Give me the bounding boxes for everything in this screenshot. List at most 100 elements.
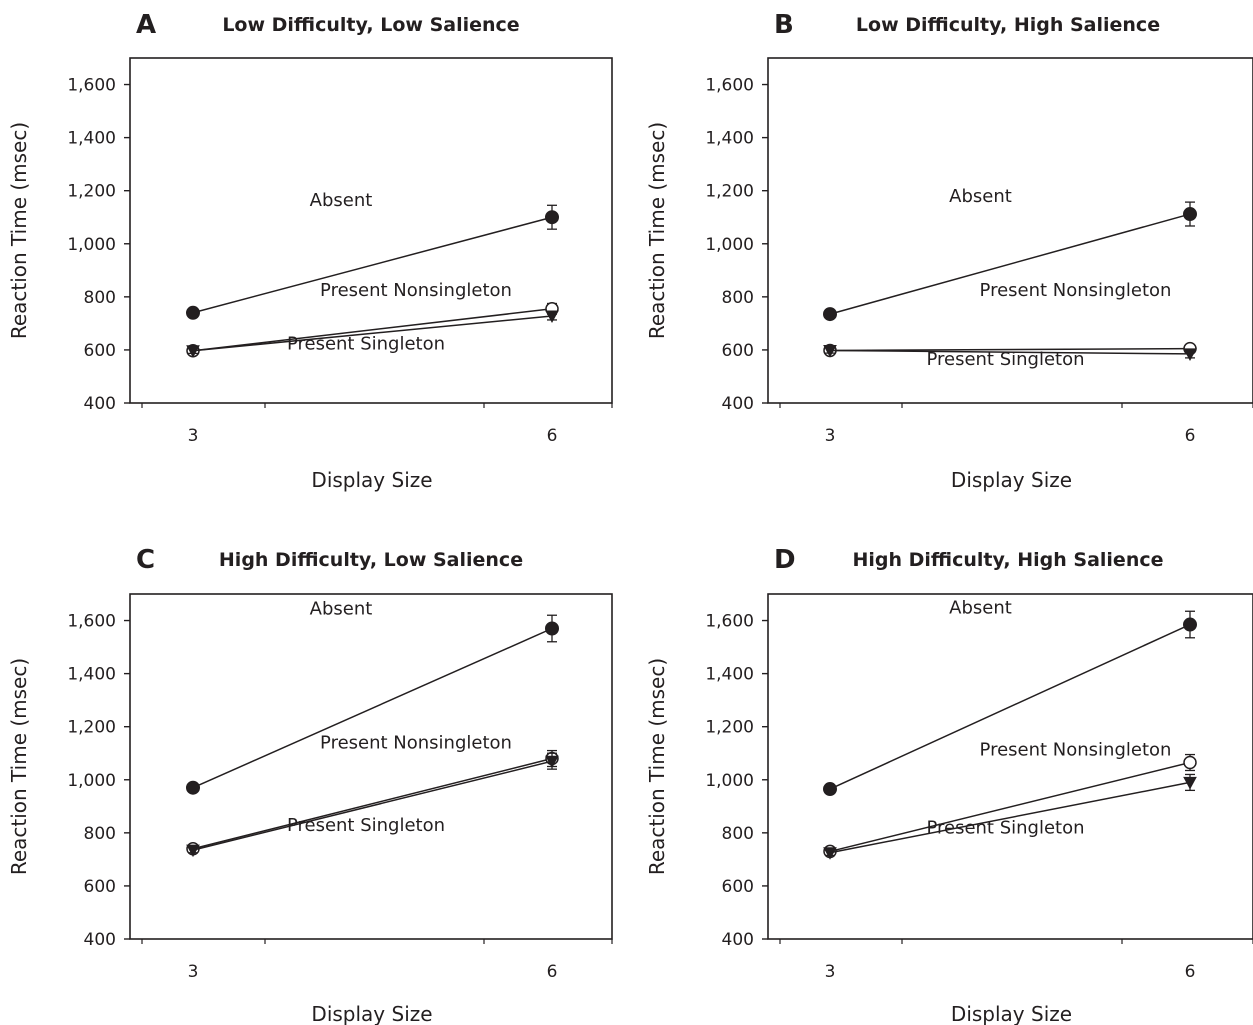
series-line bbox=[192, 315, 553, 352]
panel-c: C High Difficulty, Low Salience 400 600 800 1… bbox=[7, 545, 613, 1025]
data-point bbox=[1183, 348, 1197, 361]
data-point bbox=[545, 310, 559, 323]
data-point bbox=[1183, 617, 1197, 632]
y-tick-label: 1,600 bbox=[705, 612, 754, 632]
series-label: Present Nonsingleton bbox=[980, 739, 1172, 760]
y-axis-title: Reaction Time (msec) bbox=[645, 122, 669, 339]
series-present-singleton: Present Singleton bbox=[823, 344, 1197, 370]
y-tick-label: 1,400 bbox=[705, 129, 754, 149]
data-point bbox=[545, 210, 559, 225]
x-tick-label: 6 bbox=[547, 962, 558, 982]
series-absent: Absent bbox=[823, 186, 1197, 322]
panel-letter: B bbox=[774, 10, 794, 40]
series-label: Present Nonsingleton bbox=[980, 280, 1172, 301]
y-tick-label: 1,600 bbox=[67, 76, 116, 96]
y-tick-label: 1,000 bbox=[67, 235, 116, 255]
y-tick-label: 1,200 bbox=[67, 182, 116, 202]
y-axis-title: Reaction Time (msec) bbox=[645, 658, 669, 875]
series-present-singleton: Present Singleton bbox=[186, 752, 559, 858]
y-tick-label: 1,400 bbox=[705, 665, 754, 685]
series-label: Present Nonsingleton bbox=[320, 733, 512, 754]
y-tick-label: 600 bbox=[84, 341, 116, 361]
series-line bbox=[829, 347, 1191, 352]
panel-b: B Low Difficulty, High Salience 400 600 800 1… bbox=[645, 10, 1253, 492]
panel-a: A Low Difficulty, Low Salience 400 600 800 1,… bbox=[7, 10, 613, 492]
panel-d: D High Difficulty, High Salience 400 600 800… bbox=[645, 545, 1253, 1025]
x-axis-title: Display Size bbox=[311, 468, 432, 492]
x-axis-title: Display Size bbox=[951, 1002, 1072, 1025]
panel-title: Low Difficulty, Low Salience bbox=[222, 14, 519, 36]
data-point bbox=[823, 344, 837, 358]
data-point bbox=[545, 621, 559, 636]
plot-frame bbox=[129, 593, 613, 940]
y-tick-label: 400 bbox=[84, 930, 116, 950]
series-line bbox=[192, 627, 553, 789]
y-axis-title: Reaction Time (msec) bbox=[7, 122, 31, 339]
y-tick-label: 1,000 bbox=[705, 235, 754, 255]
series-label: Absent bbox=[310, 190, 373, 211]
y-tick-label: 600 bbox=[722, 877, 754, 897]
y-tick-label: 600 bbox=[722, 341, 754, 361]
plot-frame bbox=[129, 57, 613, 404]
plot-frame bbox=[767, 57, 1253, 404]
series-label: Present Singleton bbox=[926, 349, 1084, 370]
x-tick-label: 3 bbox=[825, 962, 836, 982]
y-tick-label: 800 bbox=[722, 288, 754, 308]
panel-title: Low Difficulty, High Salience bbox=[856, 14, 1160, 36]
series-present-nonsingleton: Present Nonsingleton bbox=[823, 739, 1197, 859]
series-present-nonsingleton: Present Nonsingleton bbox=[186, 280, 559, 358]
data-point bbox=[1183, 776, 1197, 790]
x-tick-label: 6 bbox=[1185, 962, 1196, 982]
data-point bbox=[186, 345, 200, 358]
data-point bbox=[186, 305, 200, 320]
x-tick-label: 3 bbox=[188, 962, 199, 982]
series-label: Absent bbox=[310, 599, 373, 620]
series-present-nonsingleton: Present Nonsingleton bbox=[823, 280, 1197, 358]
series-present-singleton: Present Singleton bbox=[186, 310, 559, 358]
plot-frame bbox=[767, 593, 1253, 940]
y-tick-label: 1,200 bbox=[67, 718, 116, 738]
series-line bbox=[829, 781, 1191, 854]
series-line bbox=[829, 623, 1191, 790]
series-absent: Absent bbox=[823, 597, 1197, 797]
y-tick-label: 1,200 bbox=[705, 718, 754, 738]
series-line bbox=[192, 216, 553, 314]
y-tick-label: 1,000 bbox=[67, 771, 116, 791]
y-tick-label: 1,400 bbox=[67, 129, 116, 149]
y-axis-title: Reaction Time (msec) bbox=[7, 658, 31, 875]
series-label: Present Singleton bbox=[287, 815, 445, 836]
y-tick-label: 400 bbox=[84, 394, 116, 414]
data-point bbox=[823, 847, 837, 860]
data-point bbox=[545, 755, 559, 769]
y-tick-label: 800 bbox=[722, 824, 754, 844]
series-present-singleton: Present Singleton bbox=[823, 773, 1197, 860]
panel-title: High Difficulty, High Salience bbox=[852, 549, 1163, 571]
series-present-nonsingleton: Present Nonsingleton bbox=[186, 733, 559, 856]
y-tick-label: 400 bbox=[722, 394, 754, 414]
series-line bbox=[192, 760, 553, 851]
series-line bbox=[192, 757, 553, 850]
panel-letter: A bbox=[136, 10, 156, 40]
data-point bbox=[823, 782, 837, 797]
x-axis-title: Display Size bbox=[311, 1002, 432, 1025]
x-axis-title: Display Size bbox=[951, 468, 1072, 492]
y-tick-label: 1,400 bbox=[67, 665, 116, 685]
series-line bbox=[192, 308, 553, 352]
y-tick-label: 400 bbox=[722, 930, 754, 950]
y-tick-label: 1,200 bbox=[705, 182, 754, 202]
y-tick-label: 800 bbox=[84, 824, 116, 844]
y-tick-label: 800 bbox=[84, 288, 116, 308]
data-point bbox=[1183, 755, 1197, 770]
y-tick-label: 1,600 bbox=[705, 76, 754, 96]
series-label: Present Nonsingleton bbox=[320, 280, 512, 301]
x-tick-label: 6 bbox=[1185, 426, 1196, 446]
panel-letter: D bbox=[774, 545, 796, 575]
series-absent: Absent bbox=[186, 190, 559, 320]
series-line bbox=[829, 213, 1191, 315]
y-tick-label: 1,000 bbox=[705, 771, 754, 791]
series-label: Absent bbox=[949, 186, 1012, 207]
series-label: Present Singleton bbox=[926, 818, 1084, 839]
data-point bbox=[823, 307, 837, 322]
x-tick-label: 3 bbox=[188, 426, 199, 446]
